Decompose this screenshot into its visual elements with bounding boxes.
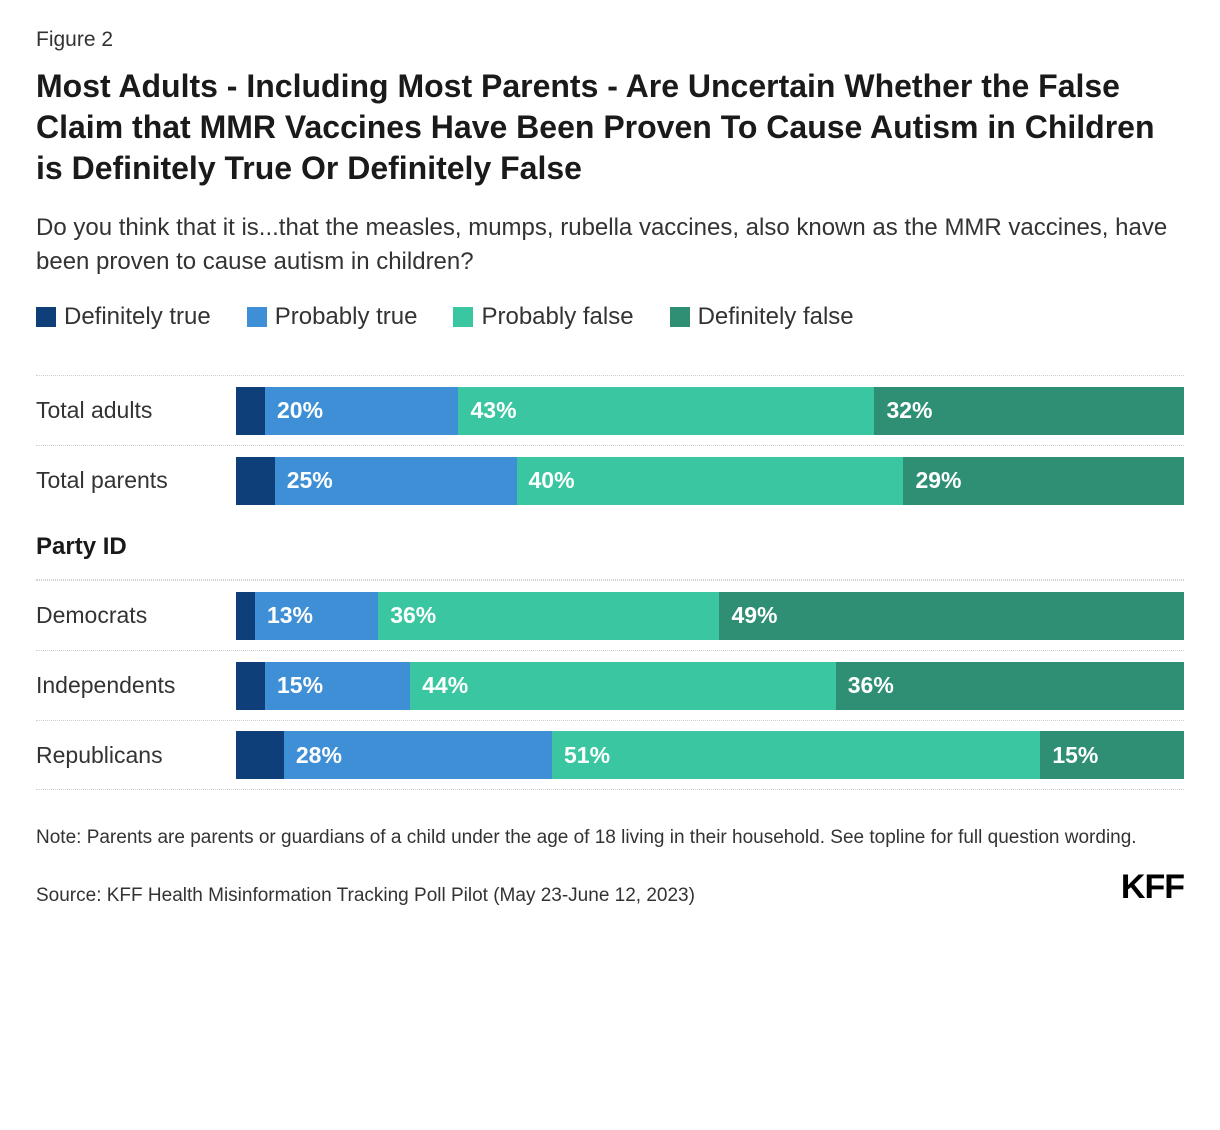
bar-row: Independents15%44%36% <box>36 650 1184 720</box>
legend-label: Probably false <box>481 303 633 331</box>
stacked-bar-chart: Total adults20%43%32%Total parents25%40%… <box>36 375 1184 790</box>
legend-label: Definitely false <box>698 303 854 331</box>
legend-item: Probably false <box>453 303 633 331</box>
bar: 13%36%49% <box>236 592 1184 640</box>
legend-label: Definitely true <box>64 303 211 331</box>
chart-container: Figure 2 Most Adults - Including Most Pa… <box>0 0 1220 931</box>
bar-row: Total parents25%40%29% <box>36 445 1184 515</box>
bar-segment <box>236 592 255 640</box>
legend-item: Definitely false <box>670 303 854 331</box>
row-label: Democrats <box>36 602 236 629</box>
bar-segment: 15% <box>1040 731 1184 779</box>
bar-row: Democrats13%36%49% <box>36 580 1184 650</box>
bar-segment <box>236 662 265 710</box>
bar-row: Total adults20%43%32% <box>36 375 1184 445</box>
bar-segment: 36% <box>378 592 719 640</box>
bar-segment: 44% <box>410 662 836 710</box>
legend-label: Probably true <box>275 303 418 331</box>
legend-swatch <box>36 307 56 327</box>
figure-label: Figure 2 <box>36 28 1184 52</box>
chart-title: Most Adults - Including Most Parents - A… <box>36 66 1184 189</box>
bar-segment: 36% <box>836 662 1184 710</box>
legend: Definitely true Probably true Probably fal… <box>36 303 1184 331</box>
bar-segment: 25% <box>275 457 517 505</box>
bar-segment: 28% <box>284 731 552 779</box>
bar: 25%40%29% <box>236 457 1184 505</box>
bar-row: Republicans28%51%15% <box>36 720 1184 790</box>
row-label: Republicans <box>36 742 236 769</box>
chart-source: Source: KFF Health Misinformation Tracki… <box>36 885 695 907</box>
footer: Source: KFF Health Misinformation Tracki… <box>36 868 1184 907</box>
bar-segment <box>236 731 284 779</box>
bar-segment: 15% <box>265 662 410 710</box>
chart-note: Note: Parents are parents or guardians o… <box>36 824 1184 852</box>
bar-segment <box>236 387 265 435</box>
bar-segment <box>236 457 275 505</box>
group-heading: Party ID <box>36 515 1184 580</box>
legend-swatch <box>247 307 267 327</box>
bar: 20%43%32% <box>236 387 1184 435</box>
row-label: Total parents <box>36 467 236 494</box>
chart-subtitle: Do you think that it is...that the measl… <box>36 211 1184 279</box>
bar-segment: 40% <box>517 457 904 505</box>
legend-swatch <box>453 307 473 327</box>
bar-segment: 49% <box>719 592 1184 640</box>
bar-segment: 13% <box>255 592 378 640</box>
bar: 15%44%36% <box>236 662 1184 710</box>
bar-segment: 43% <box>458 387 874 435</box>
bar-segment: 32% <box>874 387 1184 435</box>
bar: 28%51%15% <box>236 731 1184 779</box>
legend-item: Definitely true <box>36 303 211 331</box>
legend-swatch <box>670 307 690 327</box>
row-label: Independents <box>36 672 236 699</box>
bar-segment: 29% <box>903 457 1184 505</box>
bar-segment: 51% <box>552 731 1040 779</box>
legend-item: Probably true <box>247 303 418 331</box>
kff-logo: KFF <box>1121 868 1184 907</box>
row-label: Total adults <box>36 397 236 424</box>
bar-segment: 20% <box>265 387 458 435</box>
